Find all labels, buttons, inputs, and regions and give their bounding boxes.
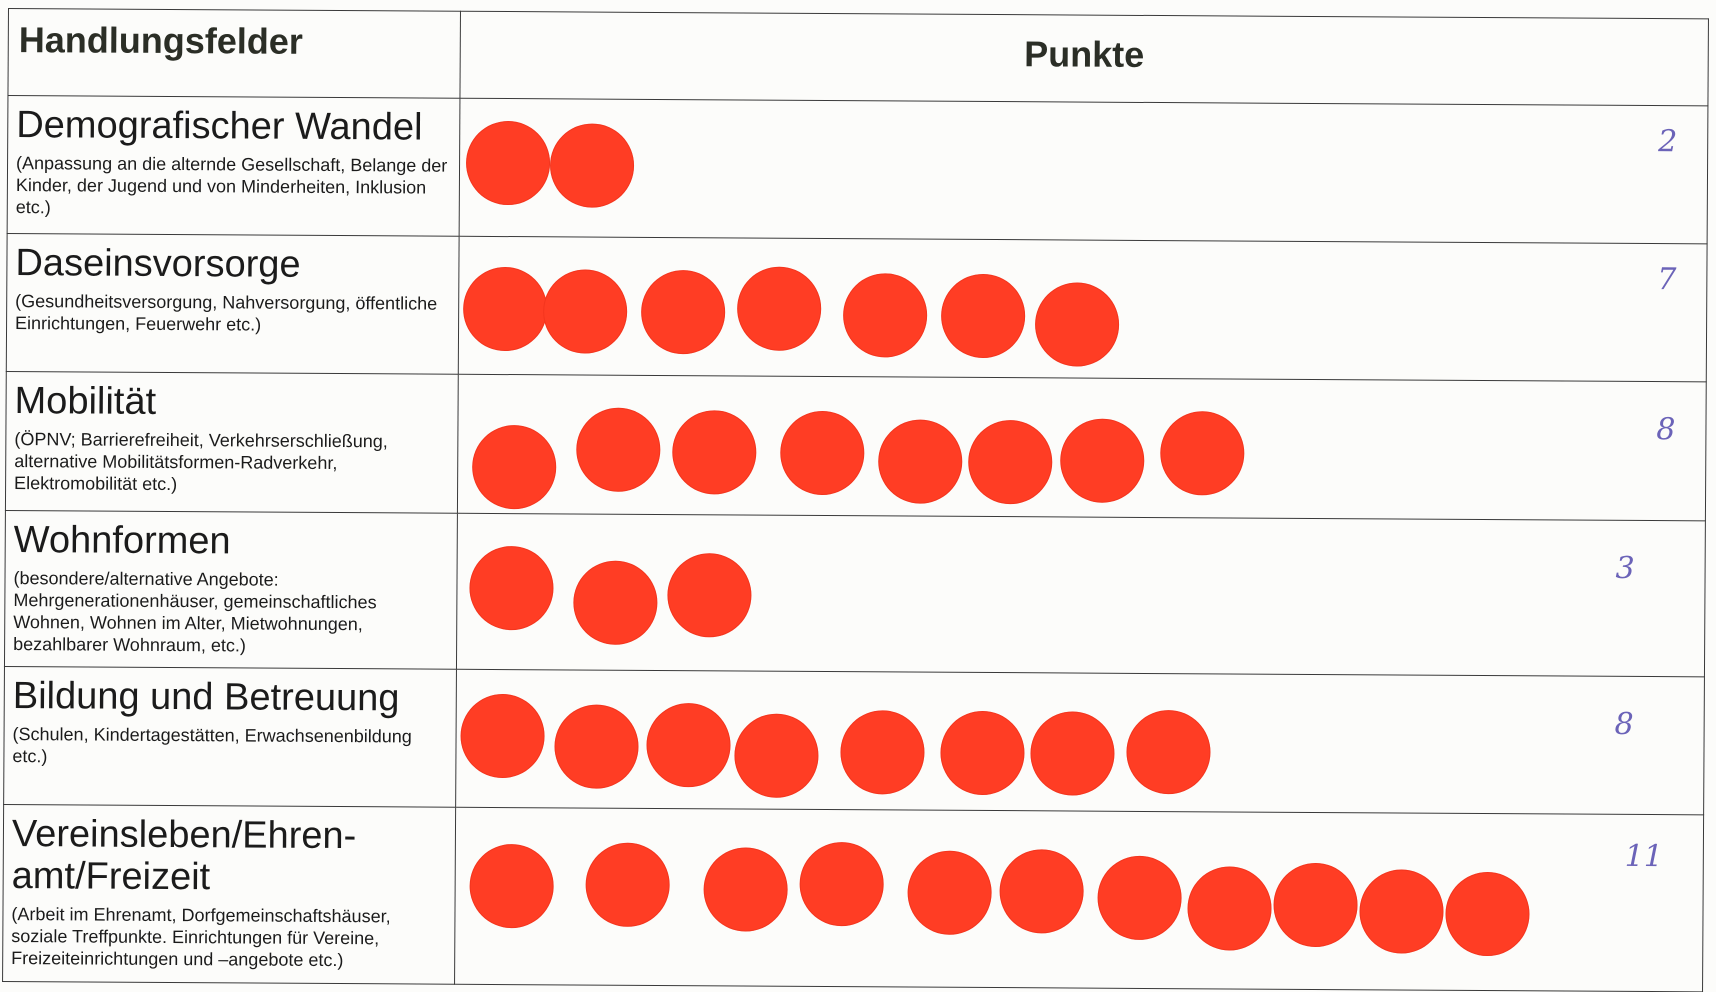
field-cell: Mobilität (ÖPNV; Barrierefreiheit, Verke… [5,371,459,514]
sticker-dot [967,419,1053,505]
handwritten-count: 3 [1615,550,1635,586]
table-row: Bildung und Betreuung (Schulen, Kinderta… [3,666,1705,815]
sticker-dot [462,266,548,352]
sticker-dot [672,410,757,495]
sticker-dot [840,710,925,795]
field-description: (Gesundheitsversorgung, Nahversorgung, ö… [15,291,438,335]
sticker-dot [703,847,788,932]
sticker-dot [1030,711,1115,796]
field-cell: Wohnformen (besondere/alternative Angebo… [4,510,458,670]
points-cell: 2 [459,98,1708,244]
field-cell: Daseinsvorsorge (Gesundheitsversorgung, … [6,233,460,375]
sticker-dot [999,849,1084,934]
field-description: (besondere/alternative Angebote: Mehrgen… [13,568,377,656]
sticker-dot [736,266,822,351]
voting-sheet: Handlungsfelder Punkte Demografischer Wa… [2,8,1709,992]
field-title: Mobilität [14,380,157,423]
table-row: Mobilität (ÖPNV; Barrierefreiheit, Verke… [5,371,1707,521]
sticker-dot [877,419,963,504]
sticker-dot [842,273,928,358]
field-description: (ÖPNV; Barrierefreiheit, Verkehrserschli… [14,429,388,495]
sticker-dot [734,713,819,798]
points-table: Handlungsfelder Punkte Demografischer Wa… [2,8,1709,992]
sticker-dot [469,545,554,631]
field-cell: Vereinsleben/Ehren-amt/Freizeit (Arbeit … [2,804,456,985]
sticker-dot [1126,709,1211,795]
points-cell: 8 [457,374,1707,521]
sticker-dot [667,553,752,638]
handwritten-count: 8 [1614,706,1634,742]
sticker-dot [465,120,551,206]
points-cell: 7 [458,236,1708,382]
sticker-dot [1359,869,1444,954]
sticker-dot [1160,411,1245,496]
sticker-dot [646,702,731,788]
sticker-dot [585,842,670,928]
sticker-dot [1097,855,1182,941]
sticker-dot [554,704,639,789]
header-points: Punkte [459,11,1709,106]
field-description: (Schulen, Kindertagestätten, Erwachsenen… [12,724,412,767]
sticker-dot [799,841,884,927]
handwritten-count: 2 [1658,124,1678,160]
field-title: Demografischer Wandel [16,104,423,149]
table-header-row: Handlungsfelder Punkte [7,8,1709,106]
sticker-dot [542,269,628,354]
field-title: Bildung und Betreuung [12,675,400,720]
table-row: Vereinsleben/Ehren-amt/Freizeit (Arbeit … [2,804,1704,992]
field-cell: Bildung und Betreuung (Schulen, Kinderta… [3,666,457,808]
handwritten-count: 8 [1656,412,1676,448]
sticker-dot [549,123,635,208]
table-row: Demografischer Wandel (Anpassung an die … [7,95,1708,244]
sticker-dot [940,273,1026,359]
sticker-dot [940,710,1025,796]
sticker-dot [1273,862,1358,948]
field-cell: Demografischer Wandel (Anpassung an die … [7,95,460,237]
sticker-dot [780,410,865,496]
sticker-dot [471,424,557,510]
field-description: (Anpassung an die alternde Gesellschaft,… [15,153,448,218]
points-cell: 11 [454,807,1704,992]
field-description: (Arbeit im Ehrenamt, Dorfgemeinschaftshä… [11,904,391,971]
sticker-dot [1059,418,1145,503]
sticker-dot [1445,871,1530,957]
table-row: Wohnformen (besondere/alternative Angebo… [4,510,1706,677]
header-fields: Handlungsfelder [7,8,461,99]
sticker-dot [907,850,992,936]
points-cell: 8 [455,669,1705,815]
sticker-dot [460,693,545,779]
field-title: Daseinsvorsorge [15,242,301,286]
handwritten-count: 7 [1657,262,1677,298]
table-row: Daseinsvorsorge (Gesundheitsversorgung, … [6,233,1708,382]
handwritten-count: 11 [1624,838,1663,875]
sticker-dot [576,407,661,492]
field-title: Vereinsleben/Ehren-amt/Freizeit [11,813,357,899]
field-title: Wohnformen [13,519,231,563]
sticker-dot [640,269,726,355]
sticker-dot [573,560,658,645]
points-cell: 3 [456,513,1706,677]
sticker-dot [469,843,554,929]
sticker-dot [1187,866,1272,951]
sticker-dot [1034,282,1120,367]
